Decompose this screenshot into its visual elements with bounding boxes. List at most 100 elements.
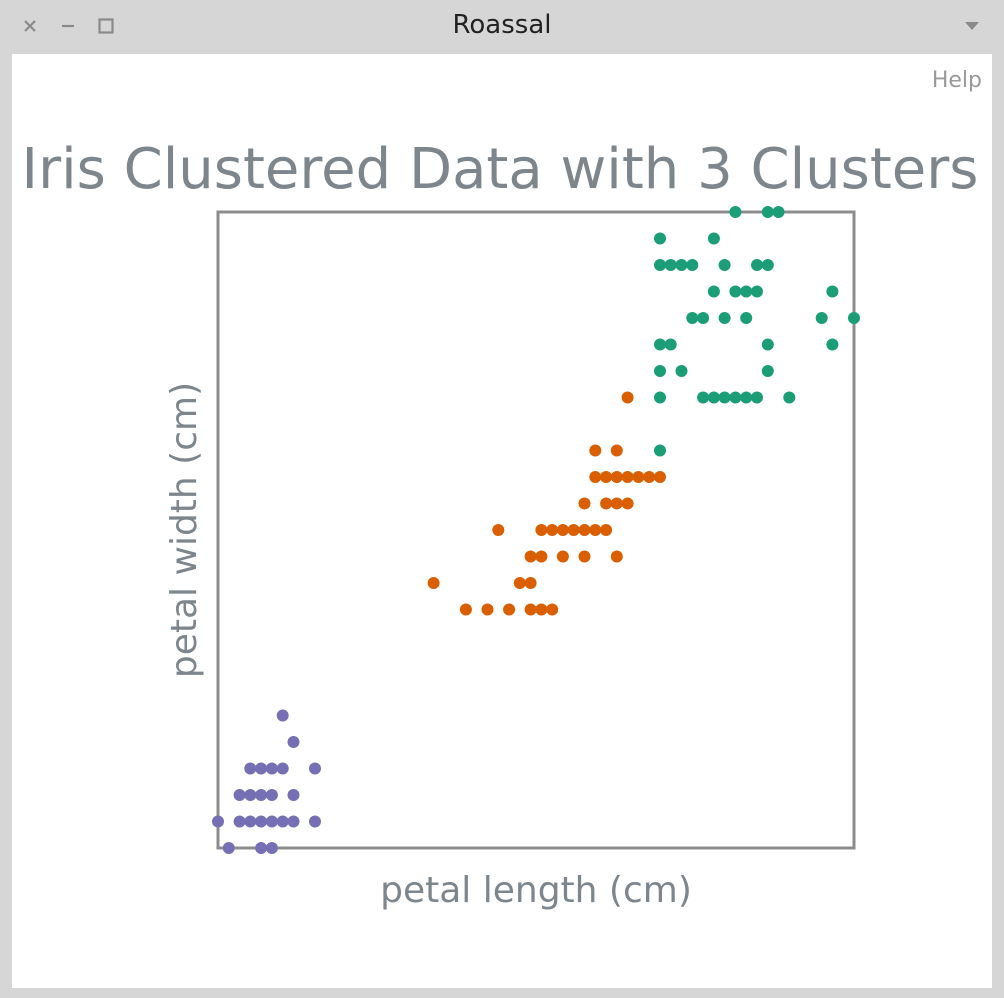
data-point-cluster-1 <box>546 524 559 536</box>
data-point-cluster-2 <box>707 285 720 298</box>
scatter-chart: Iris Clustered Data with 3 Clusters peta… <box>22 137 979 911</box>
data-point-cluster-1 <box>589 524 602 536</box>
data-point-cluster-1 <box>589 444 602 457</box>
data-point-cluster-2 <box>654 391 666 404</box>
data-point-cluster-1 <box>578 524 591 536</box>
data-point-cluster-1 <box>610 444 623 457</box>
data-point-cluster-1 <box>535 603 548 616</box>
data-point-cluster-2 <box>707 391 720 404</box>
data-point-cluster-1 <box>589 471 602 483</box>
data-point-cluster-2 <box>664 259 677 271</box>
data-point-cluster-2 <box>815 312 828 324</box>
data-point-cluster-1 <box>643 471 656 483</box>
data-point-cluster-0 <box>287 789 300 801</box>
data-point-cluster-2 <box>697 312 710 324</box>
data-point-cluster-0 <box>212 815 224 828</box>
chevron-down-icon[interactable] <box>958 12 986 40</box>
data-points <box>212 206 860 854</box>
data-point-cluster-0 <box>244 789 257 801</box>
data-point-cluster-1 <box>481 603 494 616</box>
data-point-cluster-1 <box>632 471 645 483</box>
data-point-cluster-0 <box>265 762 278 775</box>
data-point-cluster-1 <box>503 603 516 616</box>
data-point-cluster-2 <box>826 285 839 298</box>
data-point-cluster-2 <box>729 391 742 404</box>
data-point-cluster-1 <box>621 471 634 483</box>
minimize-icon[interactable] <box>54 12 82 40</box>
data-point-cluster-1 <box>535 550 548 563</box>
data-point-cluster-2 <box>772 206 785 218</box>
data-point-cluster-1 <box>621 497 634 510</box>
window-title: Roassal <box>452 10 552 40</box>
data-point-cluster-0 <box>276 709 289 722</box>
data-point-cluster-2 <box>654 338 666 351</box>
data-point-cluster-1 <box>535 524 548 536</box>
data-point-cluster-0 <box>222 842 235 854</box>
y-axis-label: petal width (cm) <box>164 382 205 678</box>
data-point-cluster-0 <box>265 842 278 854</box>
data-point-cluster-2 <box>826 338 839 351</box>
data-point-cluster-0 <box>276 762 289 775</box>
data-point-cluster-0 <box>287 736 300 748</box>
data-point-cluster-1 <box>600 497 613 510</box>
data-point-cluster-0 <box>255 815 268 828</box>
data-point-cluster-2 <box>664 338 677 351</box>
data-point-cluster-0 <box>265 789 278 801</box>
data-point-cluster-2 <box>707 232 720 245</box>
data-point-cluster-0 <box>255 789 268 801</box>
data-point-cluster-1 <box>556 524 569 536</box>
data-point-cluster-2 <box>761 338 774 351</box>
data-point-cluster-2 <box>654 259 666 271</box>
chart-title: Iris Clustered Data with 3 Clusters <box>22 137 979 202</box>
data-point-cluster-1 <box>621 391 634 404</box>
data-point-cluster-1 <box>567 524 580 536</box>
data-point-cluster-2 <box>675 259 688 271</box>
data-point-cluster-2 <box>729 206 742 218</box>
data-point-cluster-0 <box>276 815 289 828</box>
data-point-cluster-2 <box>761 365 774 377</box>
data-point-cluster-0 <box>287 815 300 828</box>
maximize-icon[interactable] <box>92 12 120 40</box>
data-point-cluster-1 <box>610 497 623 510</box>
data-point-cluster-2 <box>654 232 666 245</box>
data-point-cluster-0 <box>244 815 257 828</box>
data-point-cluster-1 <box>600 524 613 536</box>
data-point-cluster-2 <box>783 391 796 404</box>
data-point-cluster-2 <box>751 285 763 298</box>
data-point-cluster-2 <box>697 391 710 404</box>
data-point-cluster-1 <box>654 471 666 483</box>
data-point-cluster-1 <box>546 603 559 616</box>
data-point-cluster-0 <box>309 762 321 775</box>
data-point-cluster-2 <box>751 391 763 404</box>
data-point-cluster-2 <box>718 391 731 404</box>
close-icon[interactable] <box>16 12 44 40</box>
data-point-cluster-2 <box>675 365 688 377</box>
title-bar[interactable]: Roassal <box>0 0 1004 52</box>
data-point-cluster-0 <box>255 762 268 775</box>
data-point-cluster-2 <box>654 444 666 457</box>
data-point-cluster-1 <box>556 550 569 563</box>
data-point-cluster-1 <box>578 497 591 510</box>
data-point-cluster-2 <box>848 312 860 324</box>
data-point-cluster-2 <box>718 259 731 271</box>
data-point-cluster-0 <box>255 842 268 854</box>
data-point-cluster-2 <box>740 312 753 324</box>
plot-frame <box>216 210 856 850</box>
data-point-cluster-2 <box>761 259 774 271</box>
data-point-cluster-2 <box>740 391 753 404</box>
data-point-cluster-0 <box>233 815 246 828</box>
data-point-cluster-1 <box>459 603 472 616</box>
canvas-area[interactable]: Help Iris Clustered Data with 3 Clusters… <box>12 54 992 988</box>
data-point-cluster-0 <box>309 815 321 828</box>
data-point-cluster-1 <box>600 471 613 483</box>
data-point-cluster-2 <box>718 312 731 324</box>
data-point-cluster-0 <box>244 762 257 775</box>
data-point-cluster-1 <box>610 471 623 483</box>
data-point-cluster-0 <box>265 815 278 828</box>
data-point-cluster-1 <box>427 577 440 589</box>
x-axis-label: petal length (cm) <box>380 870 692 911</box>
data-point-cluster-0 <box>233 789 246 801</box>
help-link[interactable]: Help <box>931 68 982 93</box>
data-point-cluster-2 <box>740 285 753 298</box>
